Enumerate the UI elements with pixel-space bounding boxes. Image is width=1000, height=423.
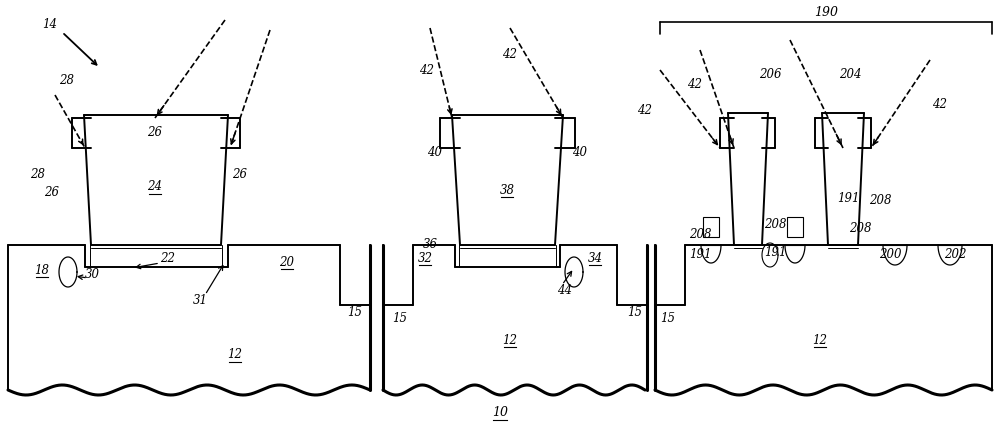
Text: 40: 40 [572, 146, 588, 159]
Text: 12: 12 [228, 349, 242, 362]
Text: 15: 15 [628, 305, 642, 319]
Text: 208: 208 [849, 222, 871, 234]
Text: 200: 200 [879, 248, 901, 261]
Text: 190: 190 [814, 5, 838, 19]
Text: 34: 34 [588, 252, 602, 264]
Text: 18: 18 [34, 264, 50, 277]
Text: 42: 42 [638, 104, 652, 116]
Text: 15: 15 [348, 305, 362, 319]
Text: 206: 206 [759, 69, 781, 82]
Text: 208: 208 [869, 193, 891, 206]
Text: 15: 15 [392, 311, 408, 324]
Text: 42: 42 [932, 99, 948, 112]
Text: 12: 12 [503, 333, 518, 346]
Text: 12: 12 [812, 333, 828, 346]
Text: 191: 191 [764, 247, 786, 259]
Text: 22: 22 [160, 252, 176, 264]
Text: 204: 204 [839, 69, 861, 82]
Text: 32: 32 [418, 252, 432, 264]
Text: 26: 26 [148, 126, 162, 140]
Text: 14: 14 [42, 17, 58, 30]
Text: 26: 26 [232, 168, 248, 181]
Bar [703, 217, 719, 237]
Text: 42: 42 [688, 79, 702, 91]
Text: 208: 208 [689, 228, 711, 242]
Text: 28: 28 [30, 168, 46, 181]
Text: 42: 42 [503, 49, 518, 61]
Text: 24: 24 [148, 181, 162, 193]
Text: 36: 36 [422, 239, 438, 252]
Text: 26: 26 [44, 187, 60, 200]
Text: 40: 40 [428, 146, 442, 159]
Text: 28: 28 [60, 74, 74, 86]
Text: 208: 208 [764, 219, 786, 231]
Bar [787, 217, 803, 237]
Text: 31: 31 [192, 294, 208, 307]
Text: 42: 42 [420, 63, 434, 77]
Text: 191: 191 [689, 248, 711, 261]
Text: 15: 15 [660, 311, 676, 324]
Text: 20: 20 [280, 255, 294, 269]
Text: 202: 202 [944, 248, 966, 261]
Text: 38: 38 [500, 184, 514, 197]
Text: 44: 44 [558, 283, 572, 297]
Text: 191: 191 [837, 192, 859, 204]
Text: 30: 30 [84, 269, 100, 281]
Text: 10: 10 [492, 407, 508, 420]
